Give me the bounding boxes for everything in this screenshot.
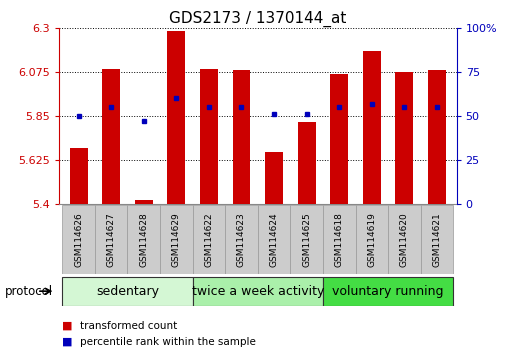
Bar — [167, 31, 185, 204]
Bar — [388, 205, 421, 274]
Text: percentile rank within the sample: percentile rank within the sample — [80, 337, 255, 347]
Bar — [258, 205, 290, 274]
Text: GSM114621: GSM114621 — [432, 212, 442, 267]
Text: GSM114622: GSM114622 — [204, 212, 213, 267]
Bar — [62, 277, 192, 306]
Text: transformed count: transformed count — [80, 321, 177, 331]
Bar — [62, 205, 95, 274]
Bar — [102, 69, 120, 204]
Text: protocol: protocol — [5, 285, 53, 298]
Bar — [323, 277, 453, 306]
Bar — [323, 205, 356, 274]
Bar — [135, 200, 153, 204]
Bar — [192, 277, 323, 306]
Bar — [330, 74, 348, 204]
Bar — [421, 205, 453, 274]
Text: GSM114618: GSM114618 — [335, 212, 344, 267]
Text: ■: ■ — [62, 321, 72, 331]
Text: ■: ■ — [62, 337, 72, 347]
Bar — [265, 152, 283, 204]
Text: GSM114620: GSM114620 — [400, 212, 409, 267]
Text: GSM114627: GSM114627 — [107, 212, 115, 267]
Bar — [160, 205, 192, 274]
Text: GSM114628: GSM114628 — [139, 212, 148, 267]
Bar — [298, 122, 315, 204]
Text: GSM114626: GSM114626 — [74, 212, 83, 267]
Text: GSM114625: GSM114625 — [302, 212, 311, 267]
Bar — [70, 148, 88, 204]
Text: voluntary running: voluntary running — [332, 285, 444, 298]
Bar — [428, 70, 446, 204]
Bar — [356, 205, 388, 274]
Text: twice a week activity: twice a week activity — [191, 285, 324, 298]
Text: sedentary: sedentary — [96, 285, 159, 298]
Bar — [95, 205, 127, 274]
Title: GDS2173 / 1370144_at: GDS2173 / 1370144_at — [169, 11, 346, 27]
Text: GSM114624: GSM114624 — [269, 212, 279, 267]
Bar — [290, 205, 323, 274]
Bar — [396, 72, 413, 204]
Bar — [200, 69, 218, 204]
Bar — [127, 205, 160, 274]
Bar — [225, 205, 258, 274]
Bar — [232, 70, 250, 204]
Text: GSM114623: GSM114623 — [237, 212, 246, 267]
Bar — [363, 51, 381, 204]
Text: GSM114629: GSM114629 — [172, 212, 181, 267]
Bar — [192, 205, 225, 274]
Text: GSM114619: GSM114619 — [367, 212, 377, 267]
